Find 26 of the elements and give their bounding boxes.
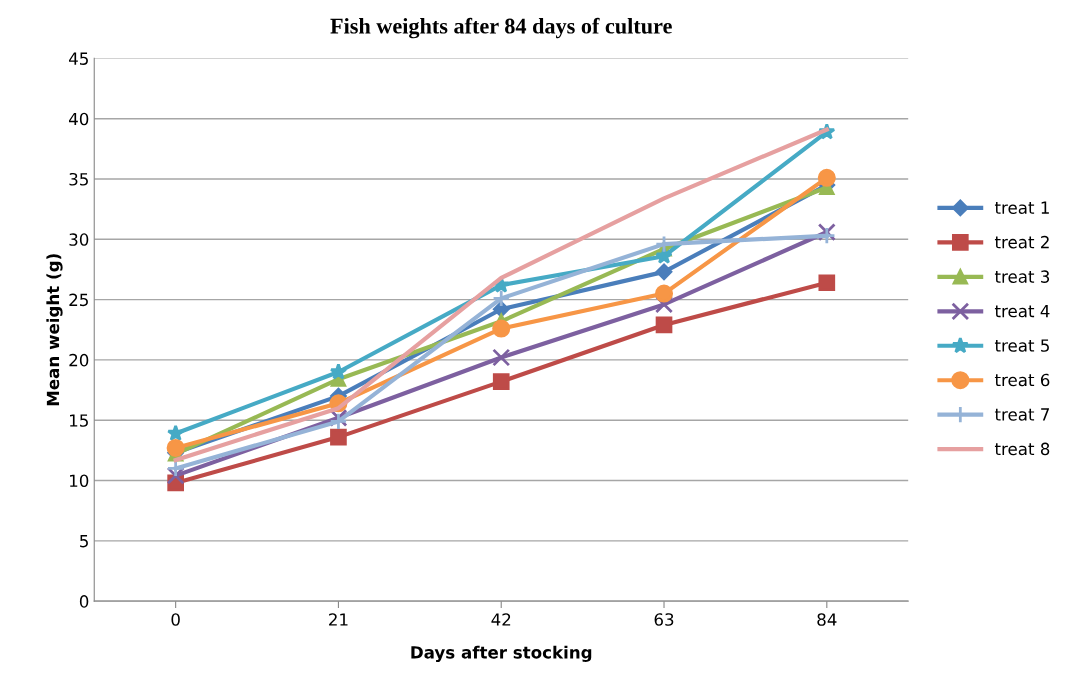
chart-title: Fish weights after 84 days of culture [330, 17, 672, 39]
x-tick-label: 63 [654, 613, 674, 626]
y-tick-label: 10 [70, 474, 89, 488]
y-tick-label: 40 [68, 112, 89, 126]
legend-label: treat 1 [994, 201, 1049, 214]
legend-label: treat 5 [994, 339, 1049, 352]
x-axis-title: Days after stocking [411, 645, 592, 662]
y-tick-label: 20 [69, 353, 89, 367]
y-axis-title: Mean weight (g) [46, 254, 63, 406]
legend-label: treat 4 [994, 304, 1050, 318]
legend-label: treat 8 [994, 442, 1050, 456]
y-tick-label: 45 [68, 52, 88, 65]
y-tick-label: 30 [69, 233, 89, 246]
x-tick-label: 84 [817, 613, 837, 626]
legend-label: treat 7 [994, 408, 1049, 421]
y-tick-label: 15 [70, 414, 88, 427]
legend-label: treat 6 [994, 373, 1050, 387]
y-tick-label: 35 [69, 172, 88, 186]
legend-label: treat 2 [994, 235, 1049, 249]
legend-label: treat 3 [994, 270, 1050, 283]
y-tick-label: 25 [69, 293, 88, 307]
x-tick-label: 42 [491, 613, 511, 626]
x-tick-label: 0 [171, 613, 180, 626]
y-tick-label: 5 [80, 535, 88, 548]
y-tick-label: 0 [79, 595, 89, 608]
x-tick-label: 21 [329, 613, 348, 626]
